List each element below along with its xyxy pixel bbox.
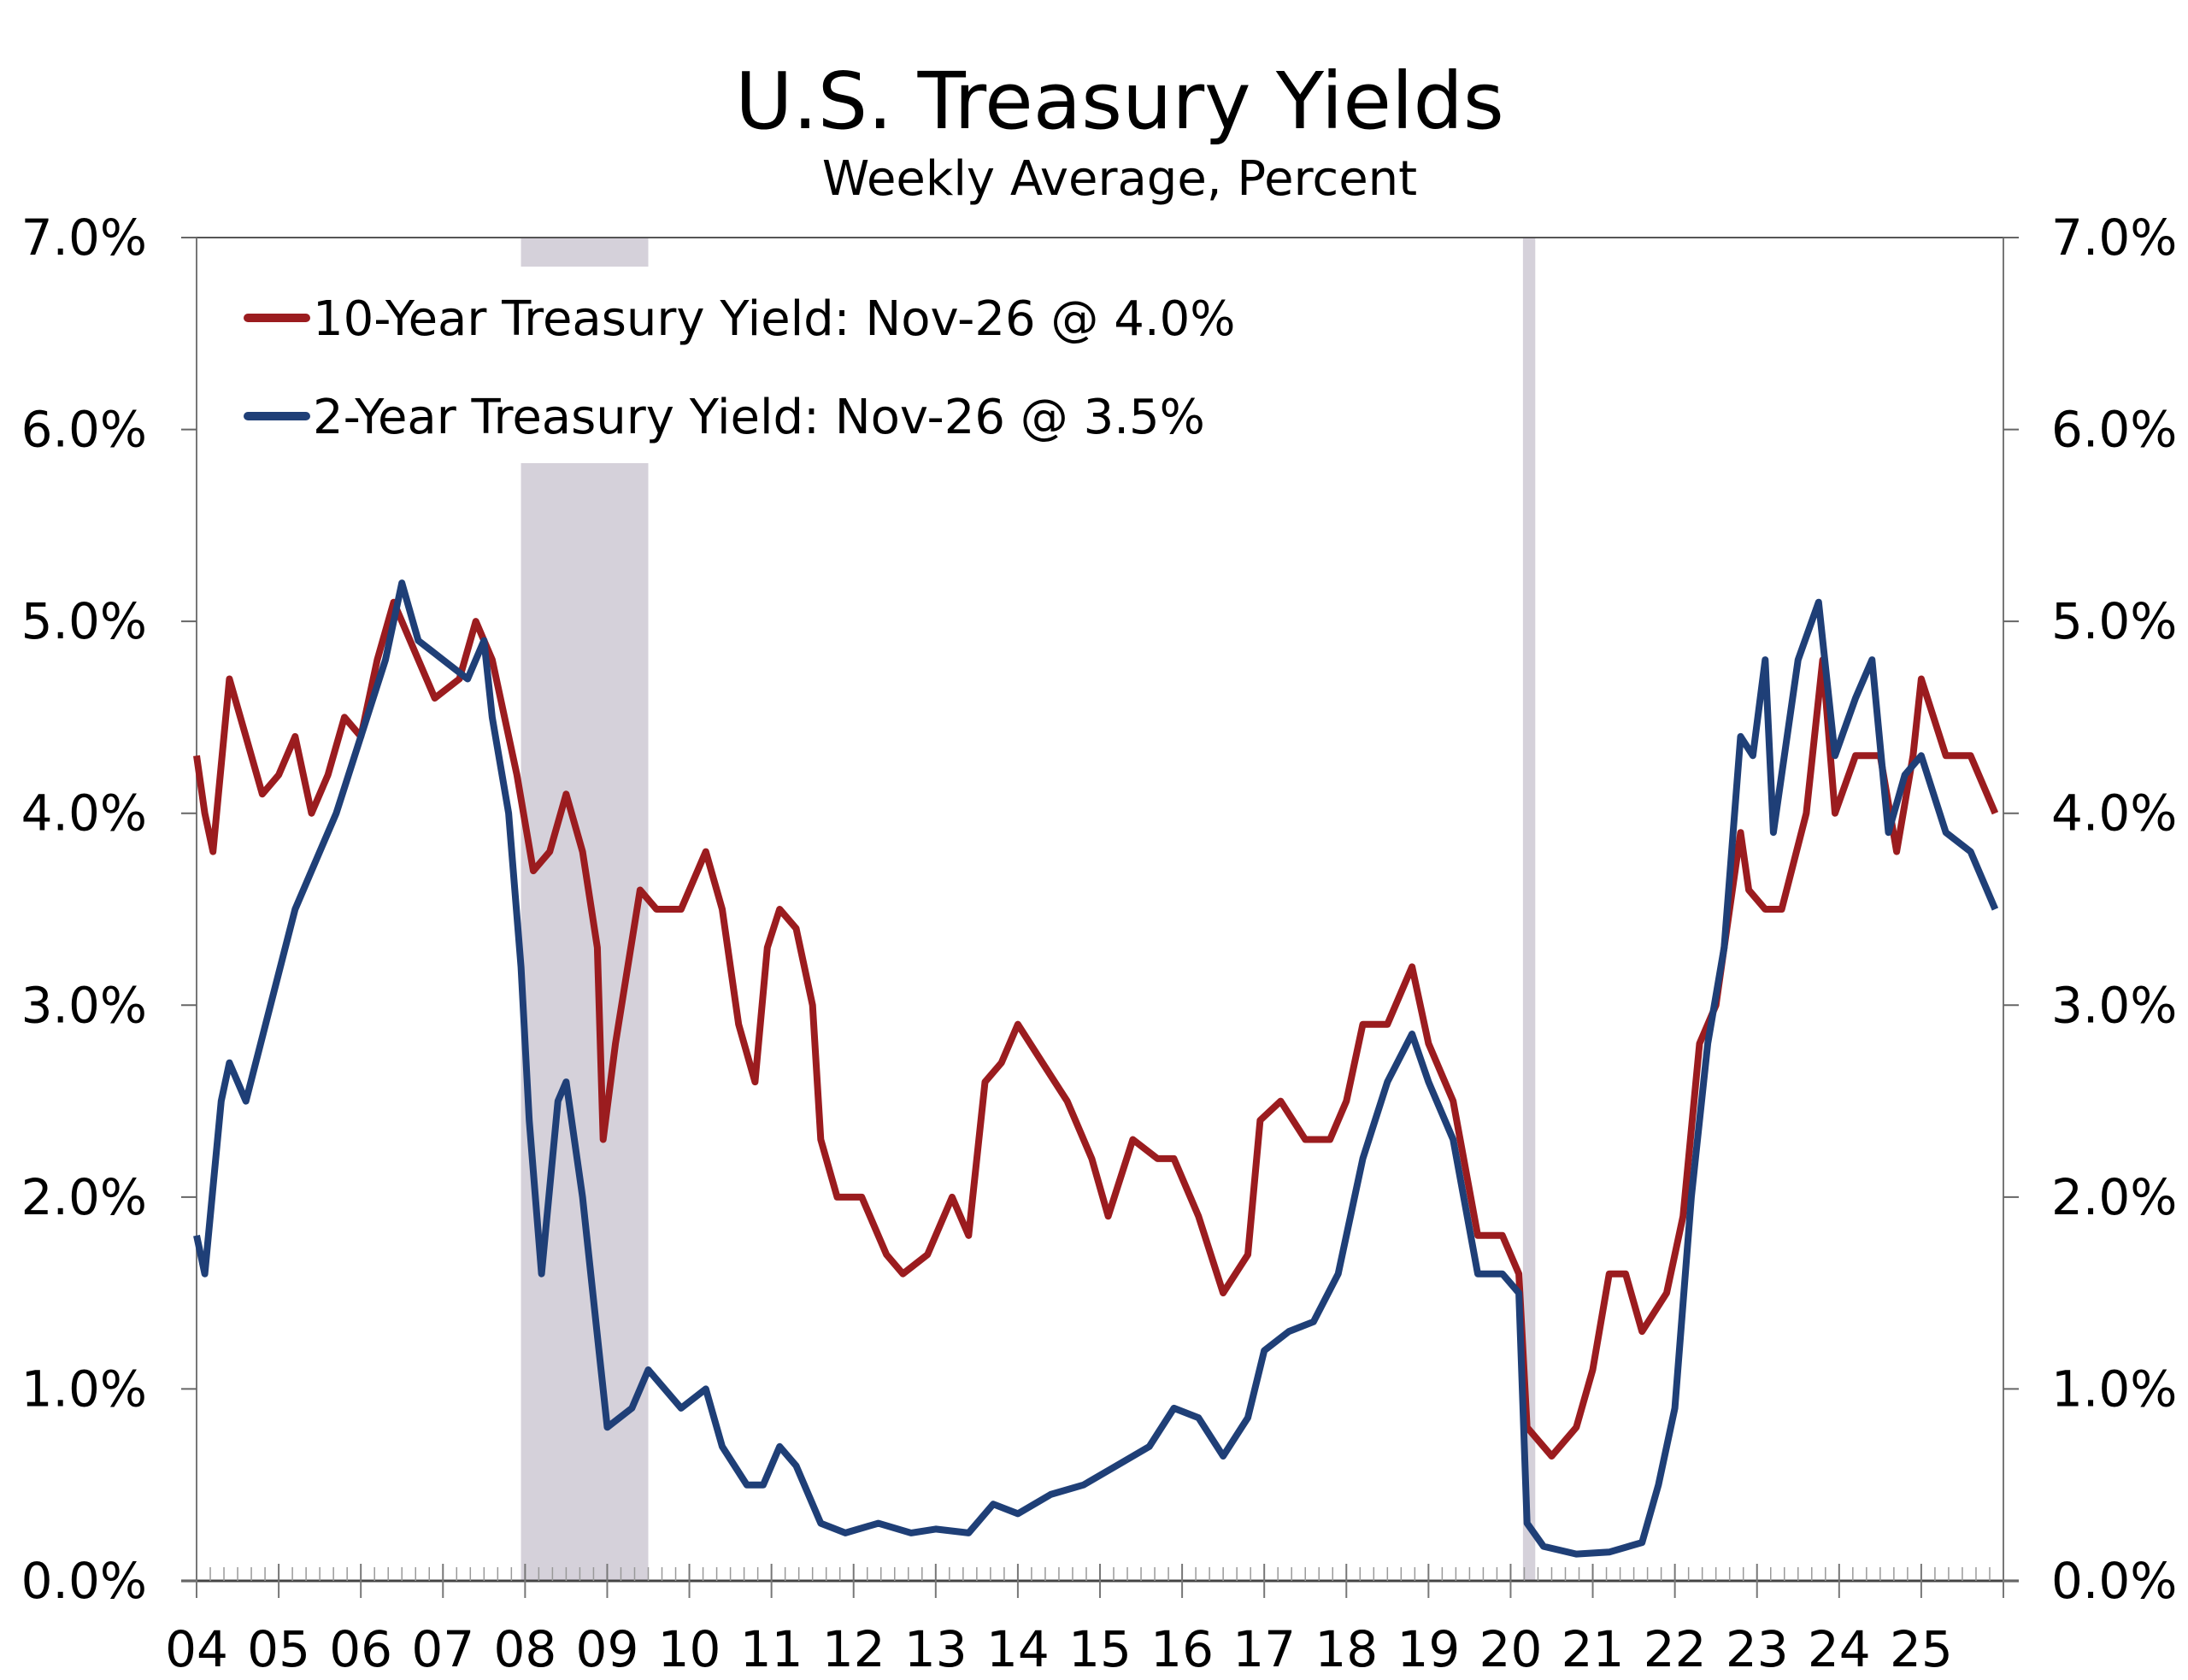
series-lines [193, 579, 1999, 1558]
x-tick-label: 23 [1726, 1620, 1789, 1678]
x-tick-label: 21 [1562, 1620, 1625, 1678]
y-tick-label-right: 4.0% [2051, 784, 2177, 843]
y-tick-label-left: 4.0% [21, 784, 147, 843]
x-tick-label: 16 [1150, 1620, 1214, 1678]
x-tick-label: 22 [1644, 1620, 1707, 1678]
y-tick-label-left: 3.0% [21, 976, 147, 1034]
chart-title: U.S. Treasury Yields [735, 56, 1504, 147]
y-tick-label-right: 5.0% [2051, 592, 2177, 650]
recession-bar [1522, 238, 1536, 1581]
legend-label-2y: 2-Year Treasury Yield: Nov-26 @ 3.5% [313, 390, 1205, 445]
x-tick-label: 07 [411, 1620, 474, 1678]
x-tick-label: 06 [329, 1620, 392, 1678]
y-tick-label-right: 0.0% [2051, 1552, 2177, 1610]
x-tick-label: 09 [576, 1620, 639, 1678]
recession-shading [516, 238, 1536, 1581]
x-tick-label: 04 [165, 1620, 228, 1678]
y-tick-label-left: 0.0% [21, 1552, 147, 1610]
y-tick-label-right: 3.0% [2051, 976, 2177, 1034]
x-tick-label: 11 [740, 1620, 803, 1678]
line-2-year-yield [193, 579, 1999, 1558]
y-tick-label-left: 1.0% [21, 1360, 147, 1418]
x-tick-label: 24 [1808, 1620, 1871, 1678]
chart-subtitle: Weekly Average, Percent [822, 151, 1417, 207]
y-tick-label-left: 7.0% [21, 209, 147, 267]
legend: 10-Year Treasury Yield: Nov-26 @ 4.0% 2-… [244, 291, 1235, 445]
x-axis: 04 05 06 07 08 09 10 11 12 13 14 15 16 17 18 19 20 21 22 23… [165, 1564, 2004, 1678]
y-tick-label-left: 5.0% [21, 592, 147, 650]
y-tick-label-right: 7.0% [2051, 209, 2177, 267]
legend-background [516, 267, 657, 463]
x-tick-label: 05 [247, 1620, 310, 1678]
y-tick-label-right: 2.0% [2051, 1168, 2177, 1226]
x-tick-label: 15 [1068, 1620, 1132, 1678]
x-tick-label: 13 [904, 1620, 968, 1678]
y-axis: 0.0% 0.0% 1.0% 1.0% 2.0% 2.0% 3.0% 3.0% 4.0% 4.0%… [21, 209, 2178, 1610]
x-tick-label: 20 [1479, 1620, 1543, 1678]
y-tick-label-right: 6.0% [2051, 401, 2177, 459]
x-tick-label: 14 [986, 1620, 1050, 1678]
x-tick-label: 10 [658, 1620, 721, 1678]
x-tick-label: 17 [1232, 1620, 1296, 1678]
y-tick-label-left: 6.0% [21, 401, 147, 459]
x-tick-label: 19 [1397, 1620, 1460, 1678]
x-tick-label: 12 [822, 1620, 885, 1678]
x-tick-label: 08 [493, 1620, 556, 1678]
y-tick-label-right: 1.0% [2051, 1360, 2177, 1418]
y-tick-label-left: 2.0% [21, 1168, 147, 1226]
x-tick-label: 25 [1890, 1620, 1953, 1678]
x-tick-label: 18 [1315, 1620, 1378, 1678]
line-10-year-yield [193, 598, 1999, 1460]
legend-label-10y: 10-Year Treasury Yield: Nov-26 @ 4.0% [313, 291, 1235, 347]
